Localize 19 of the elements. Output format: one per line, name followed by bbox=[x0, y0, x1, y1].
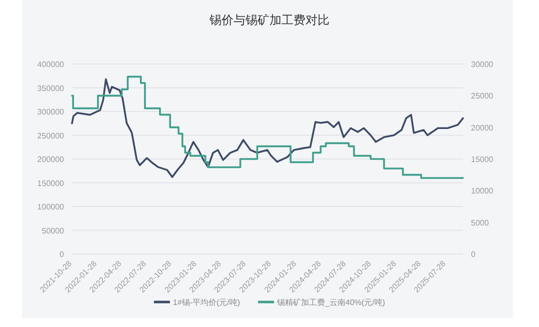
chart-title: 锡价与锡矿加工费对比 bbox=[208, 13, 330, 27]
y2-tick-label: 10000 bbox=[471, 186, 494, 196]
legend-label: 锡精矿加工费_云南40%(元/吨) bbox=[276, 298, 386, 307]
y-tick-label: 100000 bbox=[37, 202, 65, 212]
y2-tick-label: 15000 bbox=[471, 155, 494, 164]
y2-tick-label: 25000 bbox=[471, 92, 494, 101]
y2-tick-label: 30000 bbox=[471, 60, 494, 69]
y-tick-label: 200000 bbox=[37, 155, 65, 164]
y2-tick-label: 0 bbox=[471, 250, 476, 259]
legend-label: 1#锡-平均价(元/吨) bbox=[172, 298, 240, 307]
y-tick-label: 300000 bbox=[37, 108, 65, 116]
y2-tick-label: 5000 bbox=[471, 218, 490, 228]
y-tick-label: 0 bbox=[60, 250, 65, 259]
y-tick-label: 350000 bbox=[37, 84, 65, 93]
y-tick-label: 150000 bbox=[37, 178, 65, 188]
y-tick-label: 250000 bbox=[37, 131, 65, 140]
y-tick-label: 400000 bbox=[37, 60, 65, 69]
y2-tick-label: 20000 bbox=[471, 123, 494, 132]
y-tick-label: 50000 bbox=[42, 226, 65, 236]
